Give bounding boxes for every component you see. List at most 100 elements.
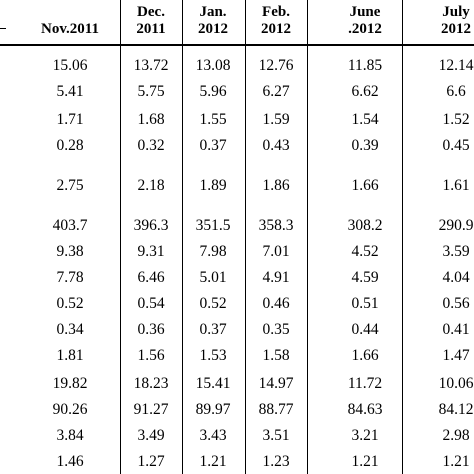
table-row: 2.75 2.18 1.89 1.86 1.66 1.61 — [0, 176, 474, 196]
table-cell: 4.04 — [442, 269, 470, 286]
table-cell: 2.75 — [56, 177, 84, 194]
table-cell: 19.82 — [52, 375, 88, 392]
table-cell: 4.52 — [351, 243, 379, 260]
table-cell: 1.66 — [351, 177, 379, 194]
table-cell: 7.78 — [56, 269, 84, 286]
table-cell: 5.01 — [199, 269, 227, 286]
column-header: Feb. 2012 — [226, 0, 326, 44]
column-header-line: .2012 — [348, 21, 382, 37]
table-cell: 1.27 — [137, 453, 165, 470]
table-cell: 6.27 — [262, 83, 290, 100]
table-row: 0.34 0.36 0.37 0.35 0.44 0.41 — [0, 320, 474, 340]
column-header: June .2012 — [315, 0, 415, 44]
table-row: 15.06 13.72 13.08 12.76 11.85 12.14 — [0, 56, 474, 76]
table-cell: 0.56 — [442, 295, 470, 312]
table-row: 7.78 6.46 5.01 4.91 4.59 4.04 — [0, 268, 474, 288]
column-header: Dec. 2011 — [101, 0, 201, 44]
table-cell: 4.91 — [262, 269, 290, 286]
table-row: 0.52 0.54 0.52 0.46 0.51 0.56 — [0, 294, 474, 314]
table-cell: 5.96 — [199, 83, 227, 100]
table-cell: 1.53 — [199, 347, 227, 364]
table-cell: 6.46 — [137, 269, 165, 286]
table-cell: 15.41 — [195, 375, 231, 392]
table-row: 403.7 396.3 351.5 358.3 308.2 290.9 — [0, 216, 474, 236]
table-cell: 91.27 — [133, 401, 169, 418]
table-cell: 15.06 — [52, 57, 88, 74]
table-cell: 1.81 — [56, 347, 84, 364]
column-header: Nov.2011 — [20, 0, 120, 44]
column-divider — [402, 0, 403, 474]
table-cell: 18.23 — [133, 375, 169, 392]
column-divider — [245, 0, 246, 474]
table-cell: 1.23 — [262, 453, 290, 470]
table-cell: 2.18 — [137, 177, 165, 194]
table-cell: 0.36 — [137, 321, 165, 338]
table-row: 1.71 1.68 1.55 1.59 1.54 1.52 — [0, 110, 474, 130]
table-row: 90.26 91.27 89.97 88.77 84.63 84.12 — [0, 400, 474, 420]
table-cell: 403.7 — [52, 217, 88, 234]
table-row: 5.41 5.75 5.96 6.27 6.62 6.6 — [0, 82, 474, 102]
table-cell: 10.06 — [438, 375, 474, 392]
table-cell: 12.76 — [258, 57, 294, 74]
table-cell: 0.32 — [137, 137, 165, 154]
table-cell: 0.34 — [56, 321, 84, 338]
column-divider — [120, 0, 121, 474]
table-cell: 14.97 — [258, 375, 294, 392]
table-row: 0.28 0.32 0.37 0.43 0.39 0.45 — [0, 136, 474, 156]
table-cell: 1.71 — [56, 111, 84, 128]
table-cell: 1.55 — [199, 111, 227, 128]
table-cell: 1.56 — [137, 347, 165, 364]
table-cell: 12.14 — [438, 57, 474, 74]
table-cell: 0.28 — [56, 137, 84, 154]
table-cell: 0.37 — [199, 321, 227, 338]
table-cell: 1.68 — [137, 111, 165, 128]
table-cell: 6.6 — [446, 83, 466, 100]
header-rule — [0, 44, 474, 46]
table-cell: 6.62 — [351, 83, 379, 100]
table-cell: 9.31 — [137, 243, 165, 260]
table-cell: 89.97 — [195, 401, 231, 418]
table-cell: 11.85 — [347, 57, 383, 74]
table-cell: 396.3 — [133, 217, 169, 234]
table-cell: 0.52 — [56, 295, 84, 312]
table-cell: 5.75 — [137, 83, 165, 100]
table-cell: 1.21 — [442, 453, 470, 470]
table-cell: 5.41 — [56, 83, 84, 100]
table-cell: 4.59 — [351, 269, 379, 286]
table-cell: 1.66 — [351, 347, 379, 364]
table-cell: 7.98 — [199, 243, 227, 260]
table-cell: 7.01 — [262, 243, 290, 260]
table-cell: 1.21 — [351, 453, 379, 470]
table-cell: 0.37 — [199, 137, 227, 154]
table-header: Nov.2011 Dec. 2011 Jan. 2012 Feb. 2012 June .201… — [0, 0, 474, 44]
table-cell: 0.41 — [442, 321, 470, 338]
table-cell: 1.59 — [262, 111, 290, 128]
table-row: 19.82 18.23 15.41 14.97 11.72 10.06 — [0, 374, 474, 394]
table-cell: 0.46 — [262, 295, 290, 312]
table-cell: 0.45 — [442, 137, 470, 154]
column-header-line: 2012 — [198, 21, 228, 37]
column-header-line: Feb. — [262, 4, 290, 20]
table-cell: 1.86 — [262, 177, 290, 194]
table-cell: 0.39 — [351, 137, 379, 154]
table-cell: 1.58 — [262, 347, 290, 364]
table-cell: 13.08 — [195, 57, 231, 74]
table-cell: 3.21 — [351, 427, 379, 444]
column-header-line: Jan. — [199, 4, 227, 20]
table-cell: 351.5 — [195, 217, 231, 234]
table-cell: 0.51 — [351, 295, 379, 312]
table-cell: 0.35 — [262, 321, 290, 338]
table-cell: 9.38 — [56, 243, 84, 260]
table-row: 3.84 3.49 3.43 3.51 3.21 2.98 — [0, 426, 474, 446]
table-cell: 1.89 — [199, 177, 227, 194]
table-cell: 84.12 — [438, 401, 474, 418]
table-cell: 3.51 — [262, 427, 290, 444]
column-header-line: Nov.2011 — [41, 21, 99, 37]
table-cell: 3.49 — [137, 427, 165, 444]
left-stub-rule — [0, 28, 6, 29]
column-header-line: Dec. — [137, 4, 165, 20]
table-row: 1.81 1.56 1.53 1.58 1.66 1.47 — [0, 346, 474, 366]
table-cell: 1.61 — [442, 177, 470, 194]
table-cell: 3.84 — [56, 427, 84, 444]
table-row: 9.38 9.31 7.98 7.01 4.52 3.59 — [0, 242, 474, 262]
